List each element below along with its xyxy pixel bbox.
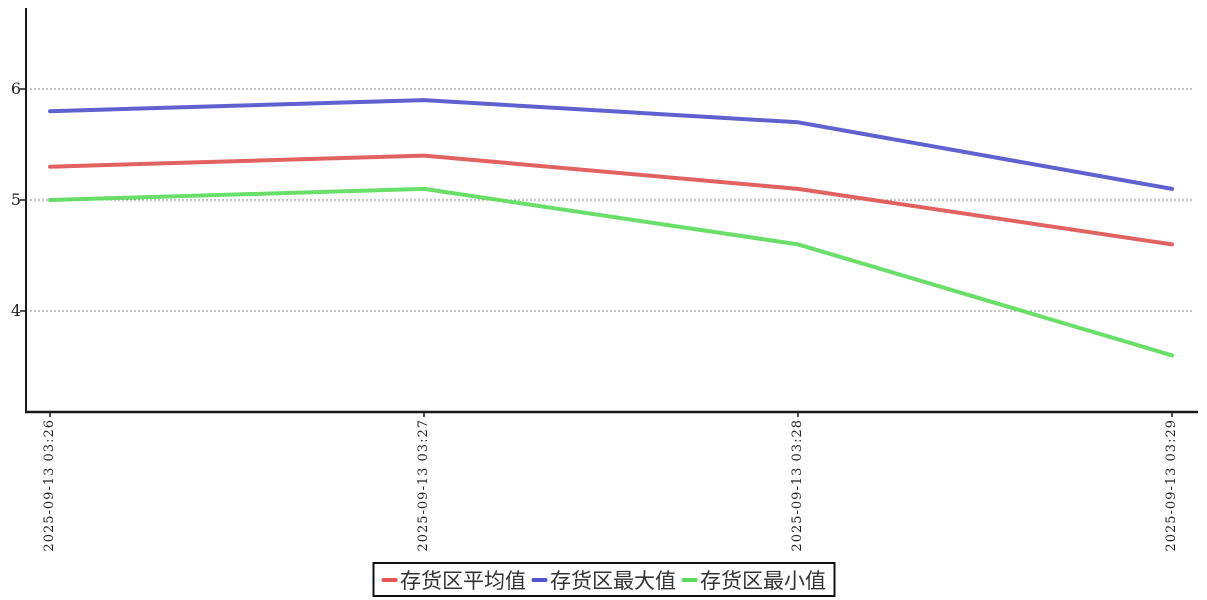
legend: 存货区平均值 存货区最大值 存货区最小值 [372, 562, 835, 597]
y-tick-label-5: 5 [10, 190, 21, 209]
legend-label-average: 存货区平均值 [400, 568, 526, 593]
average-line-swatch-icon [381, 577, 397, 582]
legend-entry-max: 存货区最大值 [526, 565, 676, 595]
legend-label-min: 存货区最小值 [700, 568, 826, 593]
legend-label-max: 存货区最大值 [550, 568, 676, 593]
max-line-swatch-icon [531, 577, 547, 582]
y-tick-label-6: 6 [10, 79, 21, 98]
legend-entry-average: 存货区平均值 [381, 565, 526, 595]
y-tick-label-4: 4 [10, 301, 21, 320]
legend-entry-min: 存货区最小值 [676, 565, 826, 595]
min-line-swatch-icon [681, 577, 697, 582]
